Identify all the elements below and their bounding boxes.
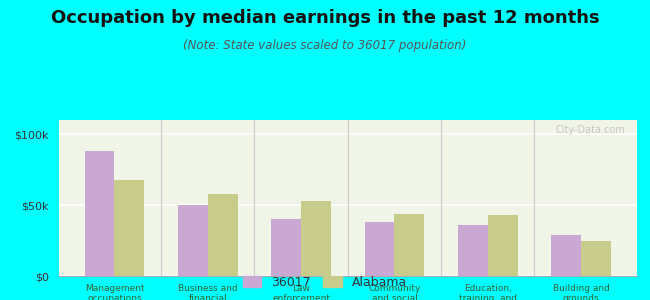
Bar: [114, 180, 144, 276]
Bar: [208, 194, 238, 276]
Bar: [551, 235, 581, 276]
Bar: [395, 214, 424, 276]
Text: City-Data.com: City-Data.com: [556, 125, 625, 135]
Text: Occupation by median earnings in the past 12 months: Occupation by median earnings in the pas…: [51, 9, 599, 27]
Bar: [365, 222, 395, 276]
Bar: [301, 201, 331, 276]
Legend: 36017, Alabama: 36017, Alabama: [237, 271, 413, 294]
Bar: [84, 151, 114, 276]
Bar: [488, 215, 517, 276]
Bar: [178, 205, 208, 276]
Bar: [271, 219, 301, 276]
Text: (Note: State values scaled to 36017 population): (Note: State values scaled to 36017 popu…: [183, 39, 467, 52]
Bar: [458, 225, 488, 276]
Bar: [581, 241, 611, 276]
